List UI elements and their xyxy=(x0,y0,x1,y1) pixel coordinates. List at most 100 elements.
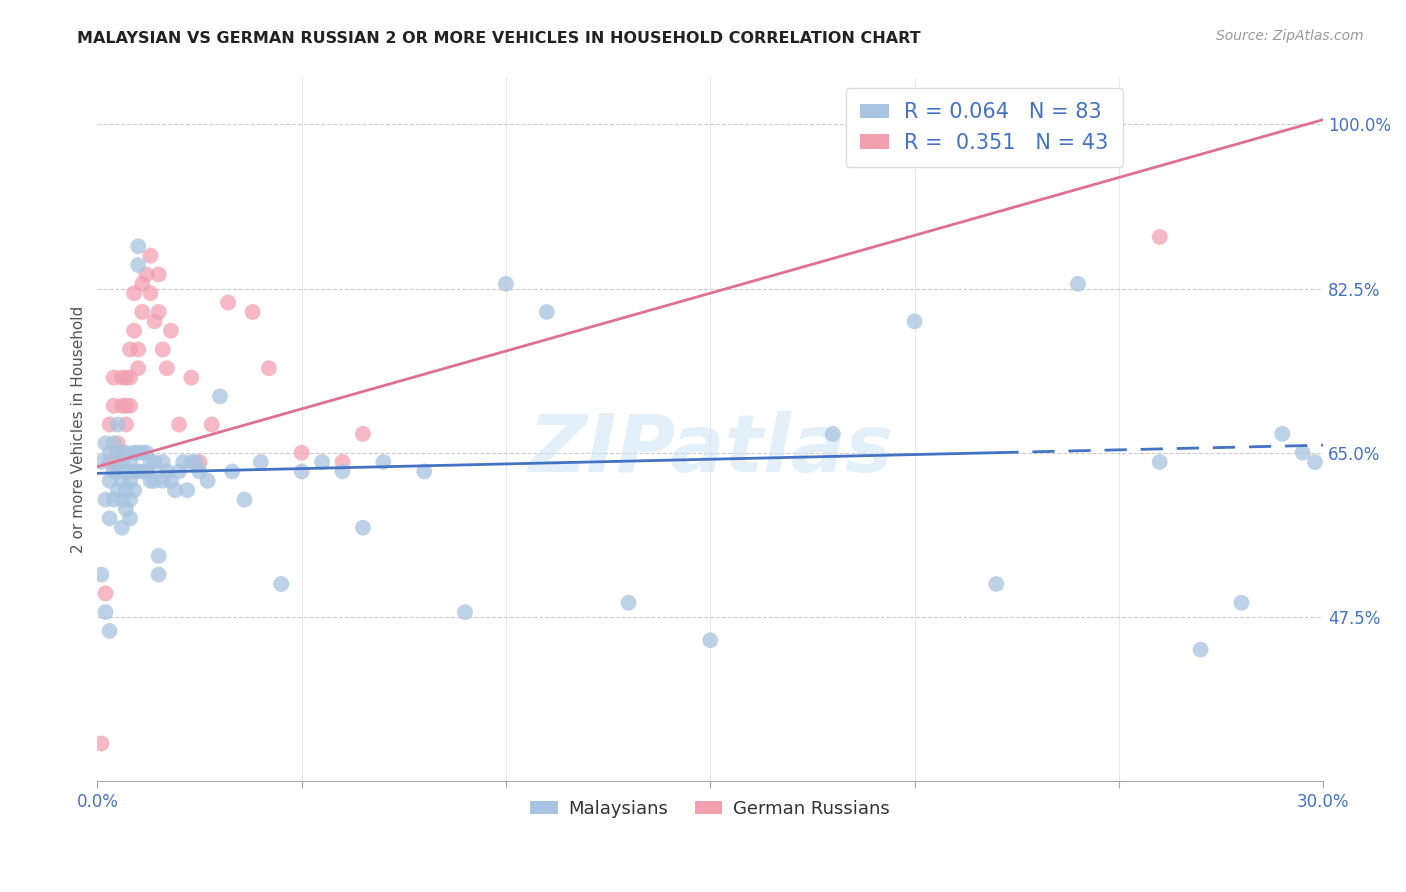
Point xyxy=(257,361,280,376)
Point xyxy=(111,521,134,535)
Point xyxy=(115,465,138,479)
Point xyxy=(118,474,141,488)
Point xyxy=(111,370,134,384)
Point xyxy=(291,465,314,479)
Point xyxy=(131,465,153,479)
Point xyxy=(233,492,256,507)
Point xyxy=(107,436,129,450)
Point xyxy=(115,417,138,432)
Point xyxy=(167,417,190,432)
Point xyxy=(143,474,166,488)
Point xyxy=(270,577,292,591)
Point xyxy=(111,399,134,413)
Point xyxy=(103,436,125,450)
Legend: Malaysians, German Russians: Malaysians, German Russians xyxy=(523,792,897,825)
Point xyxy=(1303,455,1326,469)
Point xyxy=(118,455,141,469)
Point xyxy=(143,455,166,469)
Point xyxy=(197,474,219,488)
Point xyxy=(217,295,239,310)
Point xyxy=(94,605,117,619)
Point xyxy=(352,426,374,441)
Point xyxy=(156,361,179,376)
Point xyxy=(111,445,134,459)
Point xyxy=(139,249,162,263)
Point xyxy=(139,474,162,488)
Point xyxy=(163,483,186,498)
Point xyxy=(103,492,125,507)
Point xyxy=(111,455,134,469)
Point xyxy=(188,465,211,479)
Point xyxy=(115,502,138,516)
Point xyxy=(311,455,333,469)
Point xyxy=(103,399,125,413)
Point xyxy=(188,455,211,469)
Point xyxy=(208,389,231,403)
Point xyxy=(184,455,207,469)
Point xyxy=(201,417,224,432)
Point xyxy=(152,455,174,469)
Point xyxy=(122,445,145,459)
Point xyxy=(156,465,179,479)
Point xyxy=(107,445,129,459)
Point xyxy=(111,474,134,488)
Point xyxy=(94,492,117,507)
Point xyxy=(131,445,153,459)
Point xyxy=(291,445,314,459)
Point xyxy=(617,596,640,610)
Point xyxy=(90,455,112,469)
Point xyxy=(332,465,354,479)
Point xyxy=(107,483,129,498)
Point xyxy=(115,399,138,413)
Text: Source: ZipAtlas.com: Source: ZipAtlas.com xyxy=(1216,29,1364,43)
Point xyxy=(148,305,170,319)
Point xyxy=(821,426,844,441)
Point xyxy=(98,455,121,469)
Point xyxy=(152,474,174,488)
Point xyxy=(122,465,145,479)
Point xyxy=(127,239,149,253)
Point xyxy=(98,474,121,488)
Point xyxy=(135,445,157,459)
Text: MALAYSIAN VS GERMAN RUSSIAN 2 OR MORE VEHICLES IN HOUSEHOLD CORRELATION CHART: MALAYSIAN VS GERMAN RUSSIAN 2 OR MORE VE… xyxy=(77,31,921,46)
Point xyxy=(122,286,145,301)
Point xyxy=(167,465,190,479)
Point xyxy=(1271,426,1294,441)
Point xyxy=(373,455,395,469)
Point xyxy=(115,483,138,498)
Point xyxy=(143,314,166,328)
Point xyxy=(98,445,121,459)
Point xyxy=(180,455,202,469)
Point xyxy=(127,258,149,272)
Point xyxy=(180,370,202,384)
Point xyxy=(986,577,1008,591)
Point xyxy=(332,455,354,469)
Point xyxy=(1189,642,1212,657)
Point xyxy=(139,286,162,301)
Point xyxy=(103,465,125,479)
Point xyxy=(118,343,141,357)
Point xyxy=(107,417,129,432)
Point xyxy=(98,624,121,638)
Point xyxy=(221,465,243,479)
Point xyxy=(98,511,121,525)
Point xyxy=(413,465,436,479)
Point xyxy=(127,465,149,479)
Point xyxy=(111,492,134,507)
Point xyxy=(98,417,121,432)
Point xyxy=(131,305,153,319)
Point xyxy=(127,361,149,376)
Point xyxy=(249,455,271,469)
Point xyxy=(148,549,170,563)
Point xyxy=(90,736,112,750)
Point xyxy=(94,436,117,450)
Point xyxy=(135,465,157,479)
Point xyxy=(242,305,264,319)
Point xyxy=(495,277,517,291)
Point xyxy=(103,370,125,384)
Point xyxy=(152,343,174,357)
Text: ZIPatlas: ZIPatlas xyxy=(527,411,893,490)
Point xyxy=(135,268,157,282)
Point xyxy=(139,455,162,469)
Point xyxy=(1149,230,1171,244)
